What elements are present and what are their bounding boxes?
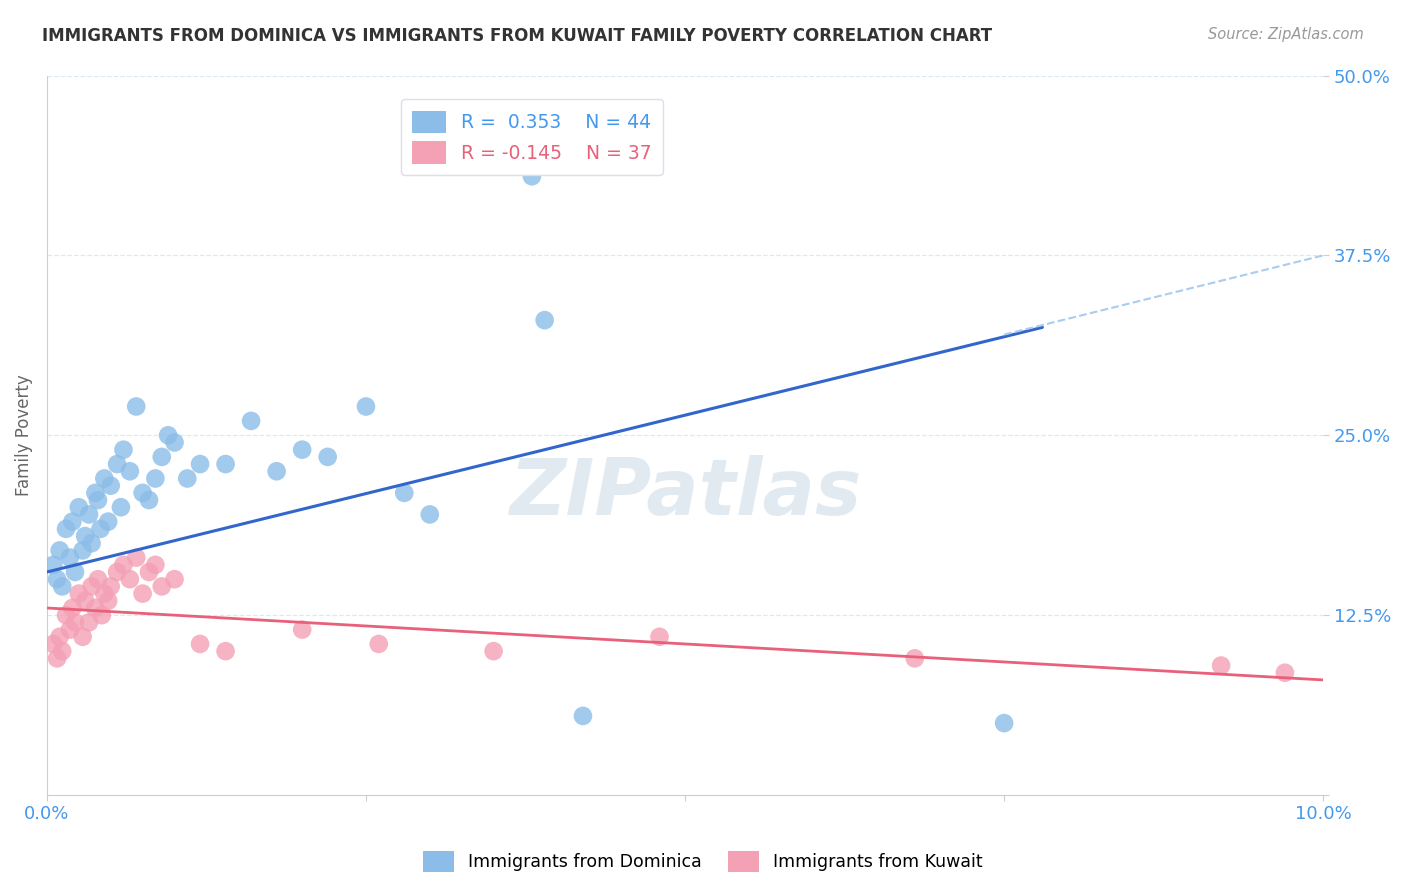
Point — [118, 572, 141, 586]
Point — [145, 471, 167, 485]
Point — [112, 442, 135, 457]
Point — [84, 486, 107, 500]
Point — [59, 623, 82, 637]
Point — [993, 716, 1015, 731]
Point — [80, 536, 103, 550]
Point — [67, 586, 90, 600]
Point — [904, 651, 927, 665]
Point — [63, 565, 86, 579]
Point — [72, 543, 94, 558]
Point — [62, 601, 84, 615]
Point — [150, 450, 173, 464]
Point — [482, 644, 505, 658]
Point — [90, 608, 112, 623]
Point — [63, 615, 86, 630]
Point — [118, 464, 141, 478]
Point — [51, 644, 73, 658]
Point — [316, 450, 339, 464]
Point — [131, 486, 153, 500]
Legend: R =  0.353    N = 44, R = -0.145    N = 37: R = 0.353 N = 44, R = -0.145 N = 37 — [401, 99, 662, 175]
Point — [367, 637, 389, 651]
Point — [72, 630, 94, 644]
Point — [572, 709, 595, 723]
Point — [105, 565, 128, 579]
Point — [100, 478, 122, 492]
Point — [80, 579, 103, 593]
Point — [188, 637, 211, 651]
Point — [105, 457, 128, 471]
Point — [42, 637, 65, 651]
Point — [648, 630, 671, 644]
Point — [77, 615, 100, 630]
Point — [51, 579, 73, 593]
Point — [419, 508, 441, 522]
Point — [157, 428, 180, 442]
Text: Source: ZipAtlas.com: Source: ZipAtlas.com — [1208, 27, 1364, 42]
Point — [75, 529, 97, 543]
Point — [266, 464, 288, 478]
Point — [394, 486, 416, 500]
Point — [1274, 665, 1296, 680]
Point — [89, 522, 111, 536]
Point — [67, 500, 90, 515]
Point — [97, 594, 120, 608]
Point — [214, 644, 236, 658]
Point — [520, 169, 543, 184]
Point — [163, 435, 186, 450]
Point — [291, 442, 314, 457]
Point — [131, 586, 153, 600]
Point — [62, 515, 84, 529]
Point — [145, 558, 167, 572]
Point — [75, 594, 97, 608]
Point — [163, 572, 186, 586]
Y-axis label: Family Poverty: Family Poverty — [15, 375, 32, 496]
Point — [112, 558, 135, 572]
Point — [110, 500, 132, 515]
Point — [46, 572, 69, 586]
Text: IMMIGRANTS FROM DOMINICA VS IMMIGRANTS FROM KUWAIT FAMILY POVERTY CORRELATION CH: IMMIGRANTS FROM DOMINICA VS IMMIGRANTS F… — [42, 27, 993, 45]
Point — [46, 651, 69, 665]
Point — [55, 608, 77, 623]
Point — [1209, 658, 1232, 673]
Point — [176, 471, 198, 485]
Text: ZIPatlas: ZIPatlas — [509, 455, 860, 531]
Point — [533, 313, 555, 327]
Point — [125, 400, 148, 414]
Point — [87, 493, 110, 508]
Point — [291, 623, 314, 637]
Point — [240, 414, 263, 428]
Point — [77, 508, 100, 522]
Point — [138, 565, 160, 579]
Point — [59, 550, 82, 565]
Point — [100, 579, 122, 593]
Point — [48, 543, 70, 558]
Point — [150, 579, 173, 593]
Point — [84, 601, 107, 615]
Point — [97, 515, 120, 529]
Point — [93, 586, 115, 600]
Point — [125, 550, 148, 565]
Point — [48, 630, 70, 644]
Point — [87, 572, 110, 586]
Point — [214, 457, 236, 471]
Point — [354, 400, 377, 414]
Point — [93, 471, 115, 485]
Point — [188, 457, 211, 471]
Point — [42, 558, 65, 572]
Legend: Immigrants from Dominica, Immigrants from Kuwait: Immigrants from Dominica, Immigrants fro… — [416, 844, 990, 879]
Point — [138, 493, 160, 508]
Point — [55, 522, 77, 536]
